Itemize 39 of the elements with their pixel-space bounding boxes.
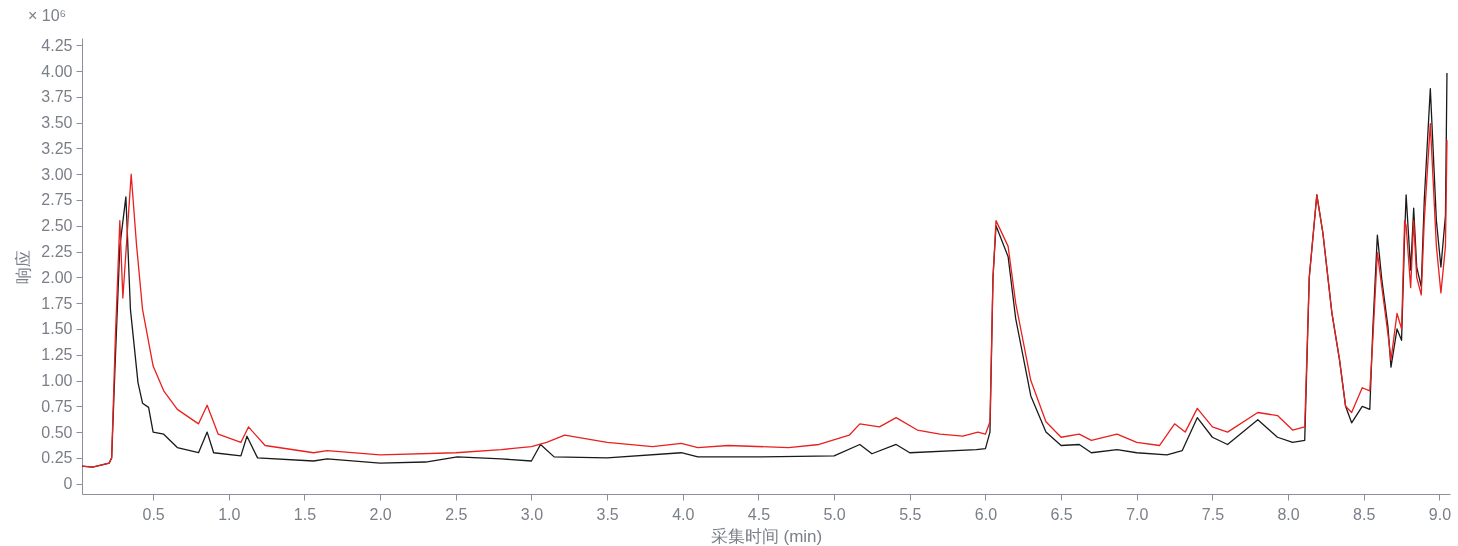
y-axis-title: 响应 [14,249,34,284]
x-tick-label: 0.5 [142,505,165,523]
y-tick-label: 0.75 [41,397,73,415]
y-tick-label: 1.75 [41,294,73,312]
x-tick-label: 2.0 [369,505,392,523]
y-tick-label: 3.75 [41,88,73,106]
x-tick-label: 2.5 [445,505,468,523]
x-axis-title: 采集时间 (min) [710,526,823,546]
x-tick-label: 4.5 [747,505,771,523]
x-tick-label: 5.0 [823,505,846,523]
x-tick-label: 3.5 [596,505,619,523]
x-tick-label: 8.0 [1277,505,1300,523]
y-tick-label: 3.00 [41,165,73,183]
x-tick-label: 8.5 [1353,505,1376,523]
x-tick-label: 3.0 [520,505,544,523]
x-tick-label: 6.5 [1050,505,1073,523]
y-tick-label: 0.50 [41,423,73,441]
x-tick-label: 5.5 [899,505,922,523]
y-tick-label: 2.25 [41,243,73,261]
y-tick-label: 0 [63,475,73,493]
x-tick-label: 4.0 [672,505,695,523]
x-tick-label: 6.0 [974,505,998,523]
y-tick-label: 0.25 [41,449,73,467]
x-tick-label: 9.0 [1428,505,1452,523]
x-tick-label: 1.5 [293,505,317,523]
y-tick-label: 4.00 [41,62,73,80]
x-tick-label: 7.0 [1126,505,1149,523]
x-tick-label: 7.5 [1201,505,1225,523]
y-tick-label: 3.50 [41,114,73,132]
y-tick-label: 2.50 [41,217,73,235]
y-tick-label: 4.25 [41,36,73,54]
y-tick-label: 1.25 [41,346,73,364]
y-tick-label: 1.50 [41,320,73,338]
x-tick-label: 1.0 [218,505,241,523]
y-tick-label: 3.25 [41,139,73,157]
y-tick-label: 2.00 [41,268,73,286]
text: × 10⁶ [28,7,67,24]
y-tick-label: 1.00 [41,372,73,390]
y-tick-label: 2.75 [41,191,73,209]
